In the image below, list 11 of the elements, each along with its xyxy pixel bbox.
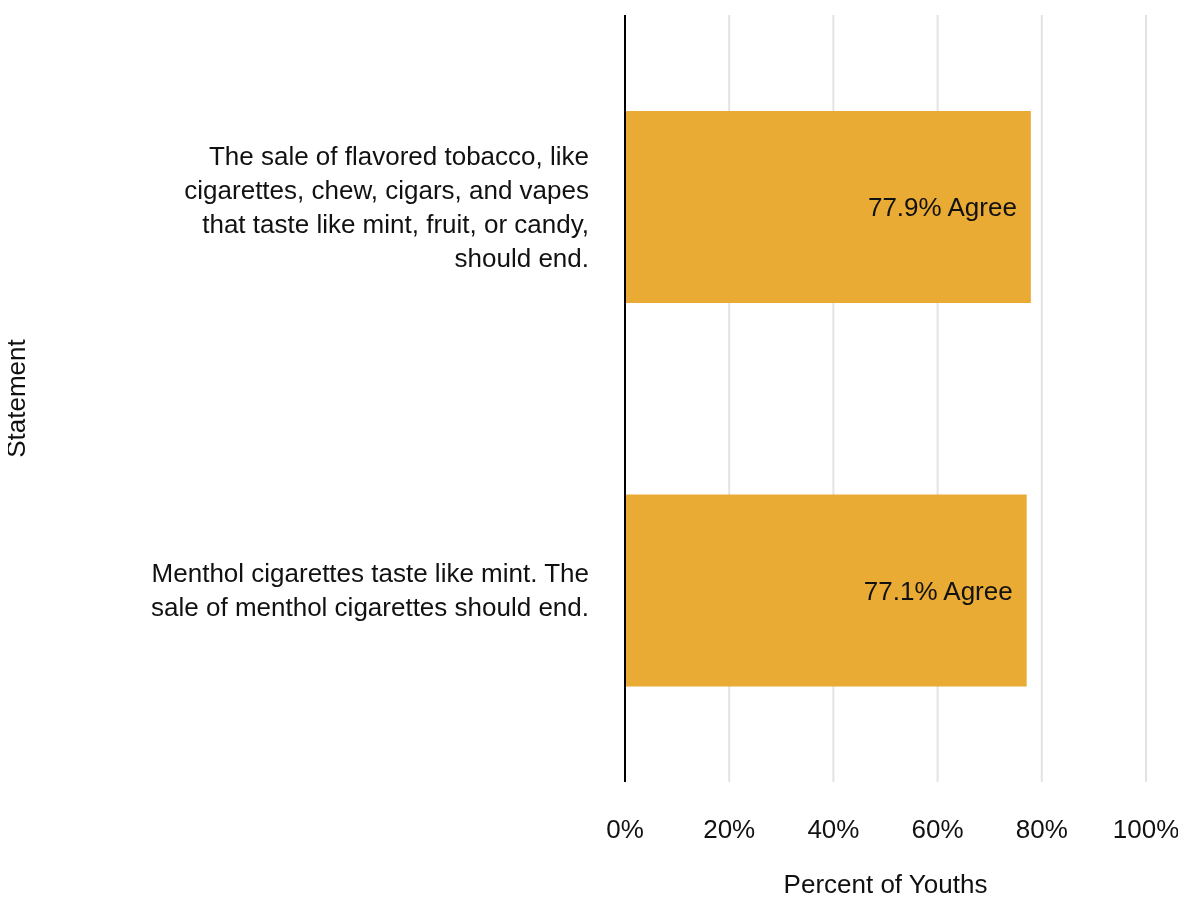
x-axis-title: Percent of Youths [783,869,988,899]
y-tick-label: Menthol cigarettes taste like mint. The sale of menthol cigarettes should end. [151,558,589,623]
x-tick-label: 40% [807,814,860,845]
data-label: 77.9% Agree [867,192,1017,223]
x-tick-label: 20% [703,814,756,845]
y-tick-label: The sale of flavored tobacco, like cigarettes, chew, cigars, and vapes that taste like mint, fruit, or candy, should end. [184,140,589,273]
x-tick-label: 80% [1015,814,1068,845]
data-label: 77.1% Agree [863,575,1013,606]
x-tick-label: 100% [1112,814,1180,845]
x-tick-label: 60% [911,814,964,845]
x-tick-label: 0% [606,814,644,845]
